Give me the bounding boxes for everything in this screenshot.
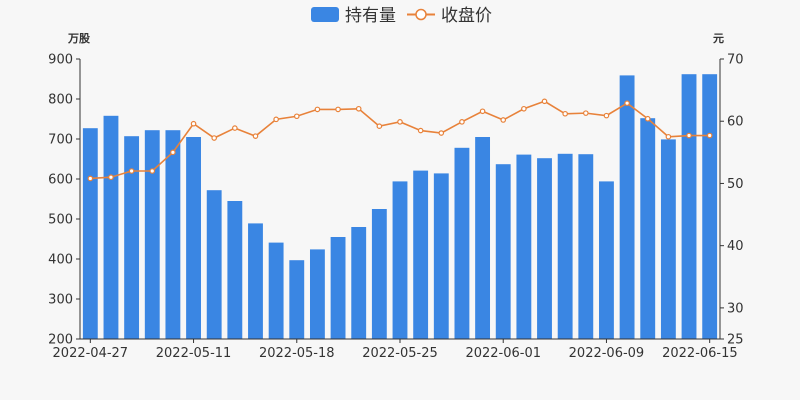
- right-tick-label: 70: [727, 53, 744, 68]
- line-point[interactable]: [397, 119, 403, 125]
- legend-line-marker[interactable]: [415, 8, 427, 21]
- legend-bar-swatch[interactable]: [311, 7, 339, 22]
- line-point[interactable]: [459, 119, 465, 125]
- bar[interactable]: [289, 260, 305, 339]
- bar[interactable]: [578, 154, 594, 339]
- bar-series: [82, 74, 718, 340]
- line-point[interactable]: [438, 130, 445, 136]
- left-tick-label: 600: [48, 173, 73, 188]
- bar[interactable]: [681, 74, 697, 339]
- line-point[interactable]: [149, 168, 156, 174]
- bar[interactable]: [227, 201, 243, 339]
- left-axis-unit: 万股: [67, 32, 91, 45]
- bar[interactable]: [599, 181, 614, 339]
- bar[interactable]: [537, 158, 552, 339]
- line-point[interactable]: [521, 105, 527, 112]
- line-point[interactable]: [87, 175, 94, 182]
- axes: 200 300 400 500 600 700 800 900 25 30 40 50 60 70 2022…: [48, 53, 743, 362]
- line-point[interactable]: [686, 132, 692, 139]
- line-point[interactable]: [108, 174, 114, 181]
- right-tick-label: 60: [727, 115, 744, 130]
- line-point[interactable]: [355, 105, 362, 112]
- bar[interactable]: [619, 75, 635, 340]
- bar[interactable]: [144, 130, 160, 339]
- line-point[interactable]: [314, 106, 321, 113]
- right-tick-label: 50: [727, 177, 744, 192]
- x-tick-label: 2022-06-15: [662, 346, 738, 361]
- left-tick-label: 400: [48, 253, 73, 268]
- close-price-line: [90, 100, 710, 180]
- left-tick-label: 900: [48, 53, 73, 68]
- line-point[interactable]: [706, 132, 713, 139]
- bar[interactable]: [330, 237, 346, 339]
- bar[interactable]: [557, 153, 573, 339]
- right-tick-label: 30: [727, 301, 744, 316]
- legend: 持有量 收盘价: [311, 6, 492, 26]
- x-tick-label: 2022-06-01: [465, 346, 541, 361]
- line-point[interactable]: [665, 133, 672, 140]
- right-tick-label: 25: [727, 333, 744, 348]
- line-point[interactable]: [562, 110, 568, 117]
- bar[interactable]: [124, 136, 140, 339]
- left-tick-label: 300: [48, 293, 73, 308]
- bar[interactable]: [433, 173, 449, 339]
- line-point[interactable]: [644, 115, 651, 122]
- x-tick-label: 2022-05-25: [362, 346, 438, 361]
- x-tick-label: 2022-04-27: [53, 346, 129, 361]
- bar[interactable]: [660, 139, 676, 339]
- line-point[interactable]: [417, 127, 424, 134]
- line-point[interactable]: [624, 100, 630, 106]
- line-point[interactable]: [128, 168, 135, 174]
- left-tick-label: 700: [48, 133, 73, 148]
- bar[interactable]: [103, 115, 119, 339]
- legend-label-close-price[interactable]: 收盘价: [441, 6, 492, 26]
- line-point[interactable]: [232, 125, 238, 131]
- line-point[interactable]: [293, 113, 300, 120]
- line-point[interactable]: [583, 110, 589, 116]
- line-point[interactable]: [500, 117, 507, 123]
- x-tick-label: 2022-06-09: [569, 346, 645, 361]
- bar[interactable]: [248, 223, 263, 339]
- line-point[interactable]: [479, 108, 486, 115]
- line-point[interactable]: [190, 120, 197, 127]
- bar[interactable]: [413, 170, 429, 339]
- line-point[interactable]: [335, 106, 341, 113]
- bar[interactable]: [392, 181, 408, 339]
- line-point[interactable]: [211, 135, 217, 141]
- bar[interactable]: [495, 164, 511, 339]
- bar[interactable]: [309, 249, 325, 339]
- line-point[interactable]: [273, 116, 279, 123]
- bar[interactable]: [371, 209, 387, 339]
- bar[interactable]: [640, 118, 656, 339]
- bar[interactable]: [702, 74, 718, 339]
- bar[interactable]: [351, 227, 367, 339]
- bar[interactable]: [165, 130, 181, 339]
- line-series: [87, 98, 713, 182]
- legend-label-holding[interactable]: 持有量: [345, 6, 396, 26]
- bar[interactable]: [268, 242, 284, 339]
- left-tick-label: 800: [48, 93, 73, 108]
- x-tick-label: 2022-05-11: [156, 346, 232, 361]
- x-tick-label: 2022-05-18: [259, 346, 335, 361]
- line-point[interactable]: [170, 149, 176, 156]
- bar[interactable]: [82, 128, 98, 339]
- bar[interactable]: [186, 137, 201, 339]
- left-tick-label: 500: [48, 213, 73, 228]
- line-point[interactable]: [252, 133, 259, 139]
- line-point[interactable]: [376, 123, 383, 130]
- right-axis-unit: 元: [713, 32, 724, 45]
- bar[interactable]: [454, 147, 470, 339]
- line-point[interactable]: [541, 98, 548, 105]
- line-point[interactable]: [603, 112, 610, 119]
- bar[interactable]: [516, 154, 532, 339]
- right-tick-label: 40: [727, 239, 744, 254]
- bar[interactable]: [475, 137, 491, 339]
- left-tick-label: 200: [48, 333, 73, 348]
- bar[interactable]: [206, 190, 222, 339]
